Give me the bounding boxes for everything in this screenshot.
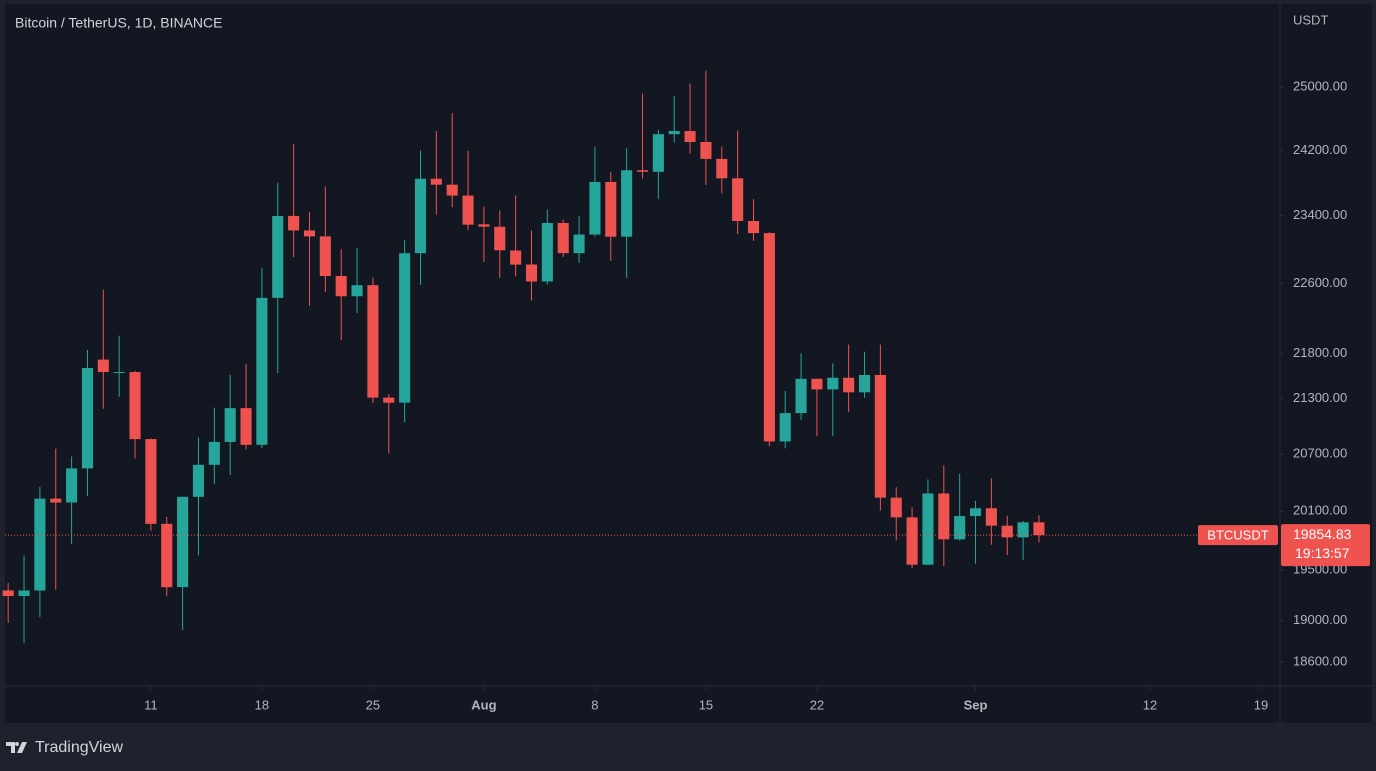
x-tick-label: 11 xyxy=(144,697,158,712)
x-tick-label: 15 xyxy=(699,697,713,712)
candle-body xyxy=(288,215,300,231)
candle-body xyxy=(97,359,109,373)
candle-body xyxy=(66,468,78,503)
candle-body xyxy=(319,236,331,276)
candle-body xyxy=(2,590,14,597)
brand[interactable]: TradingView xyxy=(35,739,123,756)
candle-body xyxy=(50,498,62,503)
y-tick-label: 24200.00 xyxy=(1293,142,1347,157)
candle-body xyxy=(541,222,553,282)
y-tick-label: 20700.00 xyxy=(1293,446,1347,461)
candle-body xyxy=(906,517,918,565)
candle-body xyxy=(192,464,205,497)
candle-body xyxy=(700,141,712,159)
candle-body xyxy=(272,216,284,298)
candle-body xyxy=(969,508,982,517)
candle-body xyxy=(113,372,125,374)
candle-body xyxy=(494,226,506,251)
candle-body xyxy=(557,222,569,254)
logo-icon xyxy=(6,742,27,753)
symbol-label: BTCUSDT xyxy=(1207,528,1268,543)
y-tick-label: 22600.00 xyxy=(1293,275,1347,290)
y-tick-label: 23400.00 xyxy=(1293,207,1347,222)
candle-body xyxy=(208,441,220,465)
candle-body xyxy=(256,297,268,445)
x-tick-label: Aug xyxy=(471,697,496,712)
candle-body xyxy=(890,497,902,518)
candle-body xyxy=(367,285,379,398)
x-tick-label: 19 xyxy=(1254,697,1268,712)
candle-body xyxy=(430,178,442,185)
candle-body xyxy=(668,131,680,135)
candle-body xyxy=(303,230,316,237)
x-tick-label: 12 xyxy=(1143,697,1157,712)
candle-body xyxy=(652,134,664,172)
candle-body xyxy=(938,493,950,540)
candle-body xyxy=(224,408,236,442)
candle-body xyxy=(858,374,871,393)
candle-body xyxy=(827,377,839,390)
candle-body xyxy=(351,285,363,297)
candle-body xyxy=(81,368,94,469)
x-tick-label: 25 xyxy=(366,697,380,712)
candle-body xyxy=(383,397,395,403)
countdown-label: 19:13:57 xyxy=(1295,545,1350,561)
candle-body xyxy=(510,250,522,265)
x-tick-label: 22 xyxy=(810,697,824,712)
candle-body xyxy=(161,523,173,588)
candle-body xyxy=(747,220,760,234)
candle-body xyxy=(335,275,347,297)
candle-body xyxy=(954,516,966,540)
chart-title: Bitcoin / TetherUS, 1D, BINANCE xyxy=(15,15,222,31)
candle-body xyxy=(34,498,46,591)
tradingview-logo: TradingView xyxy=(6,739,123,756)
candle-body xyxy=(129,372,141,440)
candle-body xyxy=(684,131,696,142)
candle-body xyxy=(1017,522,1029,538)
candle-body xyxy=(732,178,744,221)
candle-body xyxy=(779,413,791,442)
symbol-badge xyxy=(1198,525,1278,546)
candle-body xyxy=(145,439,157,524)
candle-body xyxy=(636,170,649,172)
y-tick-label: 21800.00 xyxy=(1293,345,1347,360)
candle-body xyxy=(1033,522,1045,536)
y-axis-label: USDT xyxy=(1293,12,1328,27)
candle-body xyxy=(985,508,997,526)
candle-body xyxy=(922,493,934,565)
y-tick-label: 20100.00 xyxy=(1293,503,1347,518)
y-tick-label: 19000.00 xyxy=(1293,612,1347,627)
y-tick-label: 21300.00 xyxy=(1293,390,1347,405)
candle-body xyxy=(414,178,427,254)
candle-body xyxy=(573,234,585,254)
candle-body xyxy=(763,233,775,442)
candle-body xyxy=(874,374,886,498)
x-tick-label: 8 xyxy=(591,697,598,712)
candle-body xyxy=(621,170,633,237)
candle-body xyxy=(811,378,823,390)
x-tick-label: Sep xyxy=(964,697,988,712)
candle-body xyxy=(605,181,617,237)
candle-body xyxy=(716,158,728,179)
price-badge xyxy=(1281,524,1370,567)
x-tick-label: 18 xyxy=(255,697,269,712)
y-tick-label: 25000.00 xyxy=(1293,79,1347,94)
candle-body xyxy=(525,264,538,282)
chart-pane xyxy=(5,4,1372,723)
candle-body xyxy=(177,496,189,588)
candle-body xyxy=(446,184,458,196)
candle-body xyxy=(843,377,855,393)
candle-body xyxy=(462,195,474,225)
last-price-label: 19854.83 xyxy=(1293,526,1352,542)
candle-body xyxy=(399,253,411,403)
candle-body xyxy=(589,181,601,235)
candle-body xyxy=(240,408,252,445)
candle-body xyxy=(18,590,30,596)
candle-body xyxy=(478,224,490,227)
candle-body xyxy=(1001,525,1013,538)
candle-body xyxy=(795,378,807,414)
y-tick-label: 18600.00 xyxy=(1293,653,1347,668)
